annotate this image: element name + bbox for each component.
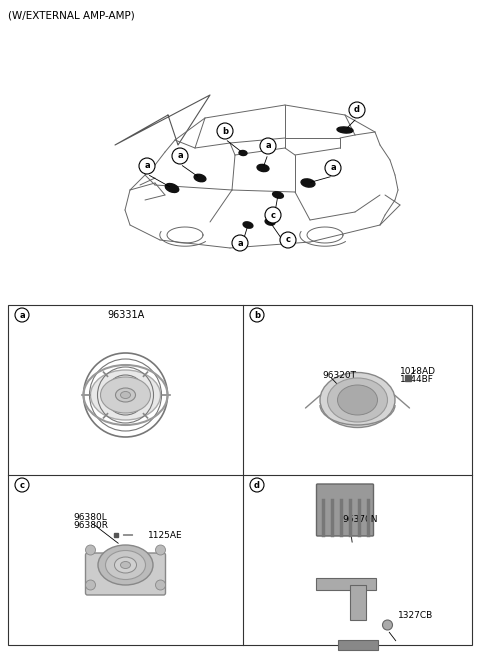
Ellipse shape [327,378,387,422]
Circle shape [250,308,264,322]
Circle shape [280,232,296,248]
Circle shape [349,102,365,118]
Text: d: d [254,480,260,489]
Ellipse shape [273,192,283,198]
Text: 96331A: 96331A [107,310,144,320]
Circle shape [325,160,341,176]
Circle shape [15,478,29,492]
Ellipse shape [265,219,275,225]
Text: a: a [144,161,150,171]
Ellipse shape [120,562,131,569]
Text: 96380L: 96380L [73,512,107,522]
Ellipse shape [120,392,131,398]
Bar [8,305,472,645]
Circle shape [250,478,264,492]
Ellipse shape [91,370,160,420]
Text: d: d [354,106,360,115]
Text: a: a [19,310,25,319]
Text: 1244BF: 1244BF [399,375,433,384]
Text: a: a [177,152,183,161]
Text: a: a [330,163,336,173]
Ellipse shape [243,222,253,228]
Circle shape [260,138,276,154]
Text: c: c [271,211,276,220]
Ellipse shape [116,388,135,402]
FancyBboxPatch shape [85,553,166,595]
Circle shape [156,545,166,555]
Text: b: b [222,127,228,136]
Text: c: c [286,236,290,245]
Circle shape [85,545,96,555]
Text: a: a [265,142,271,150]
Circle shape [217,123,233,139]
Text: 1018AD: 1018AD [399,367,435,377]
Ellipse shape [115,557,136,573]
Ellipse shape [194,174,206,182]
Text: (W/EXTERNAL AMP-AMP): (W/EXTERNAL AMP-AMP) [8,10,135,20]
Ellipse shape [100,377,151,413]
Text: a: a [237,239,243,247]
Text: c: c [20,480,24,489]
FancyBboxPatch shape [316,484,373,536]
Ellipse shape [320,373,395,428]
Circle shape [265,207,281,223]
Ellipse shape [239,150,247,155]
Ellipse shape [257,165,269,172]
Text: 96370N: 96370N [343,516,378,525]
Ellipse shape [165,184,179,192]
Ellipse shape [337,127,353,133]
Text: 1327CB: 1327CB [397,611,433,619]
Text: 96380R: 96380R [73,520,108,529]
Circle shape [85,580,96,590]
Ellipse shape [301,179,315,187]
Circle shape [15,308,29,322]
Ellipse shape [337,385,377,415]
Ellipse shape [98,545,153,585]
Bar [337,640,377,650]
Circle shape [156,580,166,590]
Bar [315,578,375,590]
Circle shape [172,148,188,164]
Circle shape [232,235,248,251]
Circle shape [383,620,393,630]
Text: b: b [254,310,260,319]
Ellipse shape [106,550,145,579]
Text: 1125AE: 1125AE [147,531,182,539]
Bar [349,585,365,620]
Circle shape [139,158,155,174]
Text: 96320T: 96320T [323,371,357,380]
